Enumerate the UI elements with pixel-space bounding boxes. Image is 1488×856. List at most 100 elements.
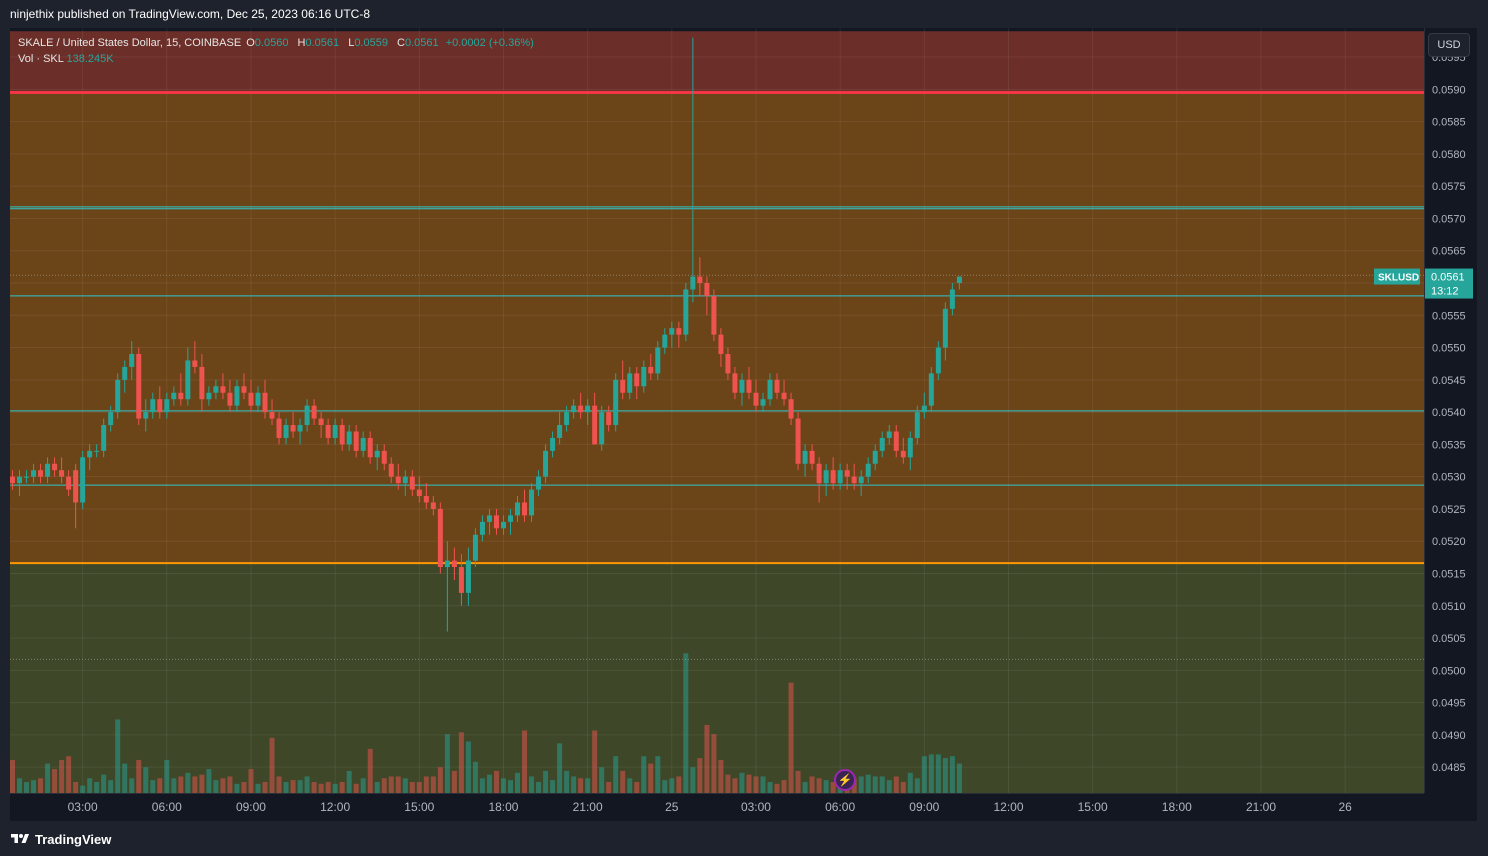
volume-bar	[564, 770, 570, 793]
time-tick-label: 12:00	[320, 800, 350, 814]
candle-body	[760, 399, 766, 406]
candle-body	[206, 392, 212, 400]
candle-body	[837, 470, 843, 484]
volume-bar	[760, 776, 766, 793]
time-tick-label: 18:00	[1162, 800, 1192, 814]
volume-bar	[802, 781, 808, 793]
price-zone-0	[10, 31, 1424, 93]
candle-body	[592, 405, 598, 445]
volume-bar	[276, 776, 282, 793]
volume-bar	[697, 758, 703, 793]
volume-bar	[543, 770, 549, 793]
volume-bar	[781, 780, 787, 793]
price-tag-bg	[1425, 268, 1473, 299]
price-tick-label: 0.0530	[1432, 472, 1466, 484]
legend-volume-value: 138.245K	[66, 53, 114, 65]
candle-body	[402, 476, 408, 484]
volume-bar	[297, 780, 303, 793]
candle-body	[564, 412, 570, 426]
legend-close-label: C	[397, 37, 405, 49]
volume-bar	[921, 756, 927, 793]
candle-body	[290, 425, 296, 432]
volume-bar	[304, 776, 310, 793]
candle-body	[928, 373, 934, 406]
volume-bar	[479, 778, 485, 793]
price-chart[interactable]: 0.0595 0.0590 0.0585 0.0580 0.0575 0.0570 0.05…	[10, 28, 1477, 821]
volume-bar	[143, 767, 149, 793]
candle-body	[557, 425, 563, 438]
candle-body	[486, 515, 492, 522]
time-tick-label: 21:00	[573, 800, 603, 814]
price-tick-label: 0.0570	[1432, 213, 1466, 225]
volume-bar	[914, 778, 920, 793]
volume-bar	[683, 653, 689, 793]
legend-low-label: L	[348, 37, 355, 49]
price-tick-label: 0.0550	[1432, 343, 1466, 355]
time-tick-label: 25	[665, 800, 679, 814]
price-tick-label: 0.0505	[1432, 633, 1466, 645]
legend-open: 0.0560	[254, 37, 289, 49]
volume-bar	[655, 756, 661, 793]
volume-bar	[522, 730, 528, 793]
candle-body	[38, 470, 44, 477]
volume-bar	[585, 778, 591, 793]
volume-bar	[416, 781, 422, 793]
volume-bar	[17, 778, 23, 793]
candle-body	[108, 412, 114, 426]
volume-bar	[823, 780, 829, 793]
candle-body	[311, 405, 317, 419]
time-tick-label: 12:00	[993, 800, 1023, 814]
candle-body	[192, 360, 198, 367]
candle-body	[122, 366, 128, 380]
candle-body	[164, 399, 170, 413]
volume-bar	[900, 781, 906, 793]
candle-body	[493, 515, 499, 529]
candle-body	[430, 502, 436, 509]
candle-body	[262, 392, 268, 413]
candle-body	[893, 431, 899, 451]
legend-change: +0.0002 (+0.36%)	[445, 37, 534, 49]
candle-body	[52, 463, 58, 471]
price-tick-label: 0.0540	[1432, 407, 1466, 419]
candle-body	[388, 463, 394, 477]
candle-body	[45, 463, 51, 477]
symbol-tag-label: SKLUSD	[1378, 273, 1419, 284]
time-tick-label: 15:00	[404, 800, 434, 814]
chart-area[interactable]: 0.0595 0.0590 0.0585 0.0580 0.0575 0.0570 0.05…	[10, 28, 1477, 821]
volume-bar	[213, 780, 219, 793]
volume-bar	[795, 770, 801, 793]
volume-bar	[94, 781, 100, 793]
volume-bar	[557, 743, 563, 793]
candle-body	[739, 379, 745, 393]
footer-brand-name: TradingView	[35, 831, 112, 847]
volume-bar	[578, 778, 584, 793]
footer-brand[interactable]: TradingView	[10, 829, 111, 849]
candle-body	[269, 412, 275, 419]
candle-body	[500, 521, 506, 529]
volume-bar	[409, 781, 415, 793]
volume-bar	[592, 730, 598, 793]
candle-body	[325, 425, 331, 438]
candle-body	[465, 560, 471, 593]
lightning-icon[interactable]: ⚡	[834, 769, 856, 791]
candle-body	[423, 496, 429, 503]
volume-bar	[872, 776, 878, 793]
chart-legend: SKALE / United States Dollar, 15, COINBA…	[18, 35, 538, 67]
time-tick-label: 03:00	[741, 800, 771, 814]
currency-button[interactable]: USD	[1428, 33, 1470, 57]
volume-bar	[571, 776, 577, 793]
volume-bar	[437, 767, 443, 793]
time-axis-bg	[10, 793, 1477, 821]
candle-body	[409, 476, 415, 490]
volume-bar	[339, 781, 345, 793]
candle-body	[690, 276, 696, 290]
candle-body	[956, 276, 962, 283]
volume-bar	[641, 756, 647, 793]
price-tick-label: 0.0525	[1432, 504, 1466, 516]
volume-bar	[332, 783, 338, 793]
candle-body	[809, 450, 815, 464]
volume-bar	[220, 778, 226, 793]
volume-bar	[949, 756, 955, 793]
price-tick-label: 0.0495	[1432, 698, 1466, 710]
legend-close: 0.0561	[404, 37, 439, 49]
